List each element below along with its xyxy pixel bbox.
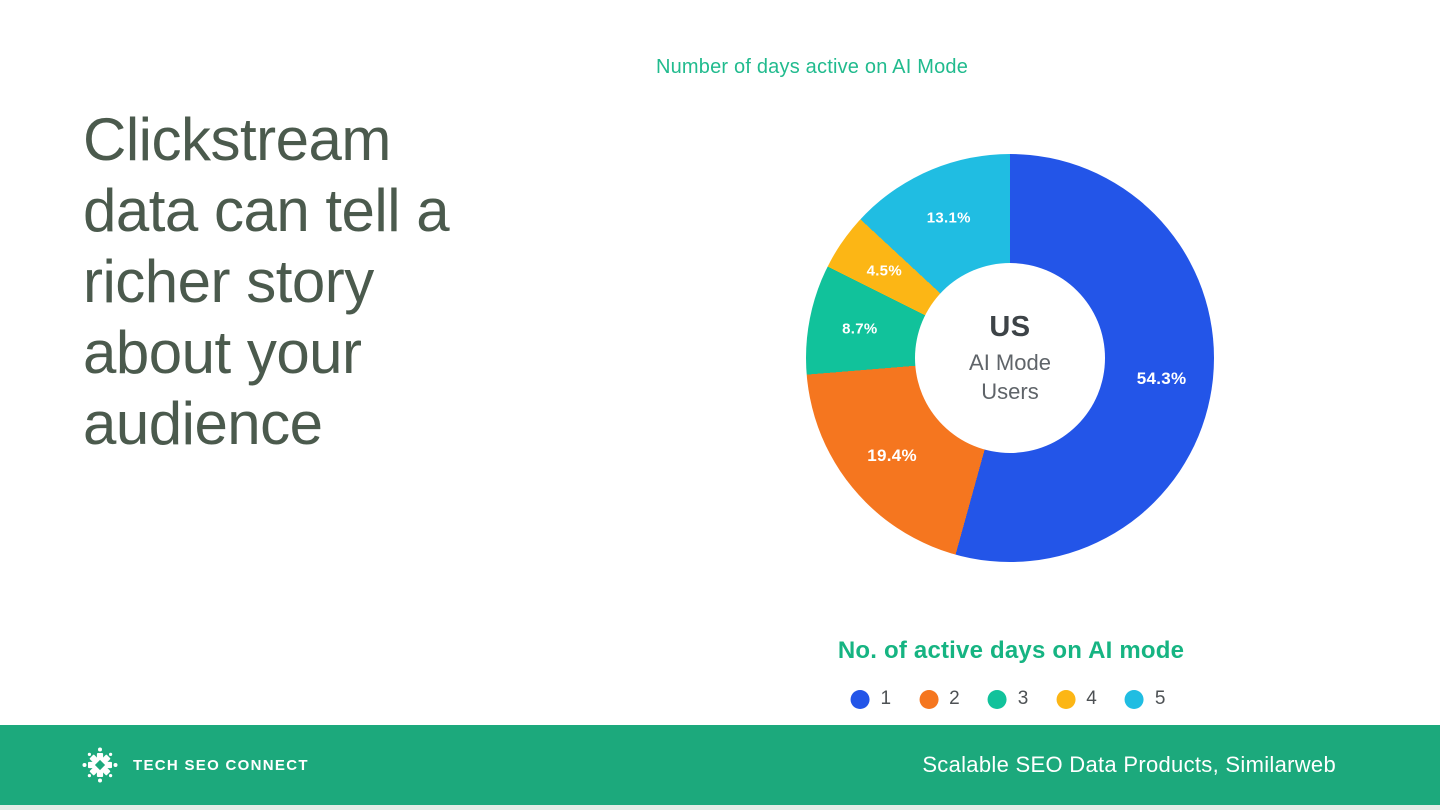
- chart-legend: 1 2 3 4 5: [850, 688, 1166, 710]
- slice-label: 4.5%: [866, 262, 902, 280]
- footer-bar: TECH SEO CONNECT Scalable SEO Data Produ…: [0, 725, 1440, 805]
- legend-item-2: 2: [919, 688, 960, 710]
- slice-label: 13.1%: [926, 209, 971, 227]
- brand-lockup: TECH SEO CONNECT: [80, 745, 309, 785]
- legend-label: 4: [1086, 688, 1097, 709]
- footer-caption: Scalable SEO Data Products, Similarweb: [922, 752, 1336, 777]
- donut-center-title: US: [989, 310, 1031, 343]
- slide-headline: Clickstream data can tell a richer story…: [83, 106, 450, 457]
- legend-swatch-icon: [1056, 689, 1076, 709]
- brand-name: TECH SEO CONNECT: [133, 756, 309, 774]
- donut-center-subtitle: AI Mode Users: [969, 348, 1051, 406]
- legend-title: No. of active days on AI mode: [837, 637, 1185, 664]
- slice-label: 54.3%: [1136, 368, 1187, 388]
- bottom-strip: [0, 805, 1440, 810]
- legend-item-3: 3: [987, 688, 1029, 710]
- legend-label: 5: [1154, 688, 1166, 709]
- legend-swatch-icon: [1124, 689, 1144, 709]
- legend-label: 1: [880, 688, 892, 709]
- legend-item-1: 1: [850, 688, 892, 710]
- slice-label: 19.4%: [867, 445, 917, 465]
- legend-label: 2: [949, 688, 960, 709]
- legend-swatch-icon: [850, 689, 870, 709]
- techseo-logo-icon: [82, 747, 118, 783]
- legend-swatch-icon: [919, 689, 939, 709]
- legend-item-4: 4: [1056, 688, 1097, 710]
- donut-chart: 54.3% 19.4% 8.7% 4.5% 13.1% US AI Mode Users: [806, 154, 1214, 562]
- donut-center: US AI Mode Users: [915, 263, 1105, 453]
- slice-label: 8.7%: [842, 320, 878, 338]
- donut-center-subtitle-line1: AI Mode: [969, 349, 1051, 375]
- chart-title: Number of days active on AI Mode: [655, 56, 969, 78]
- legend-label: 3: [1017, 688, 1029, 709]
- legend-swatch-icon: [987, 689, 1007, 709]
- donut-center-subtitle-line2: Users: [981, 378, 1039, 404]
- legend-item-5: 5: [1124, 688, 1166, 710]
